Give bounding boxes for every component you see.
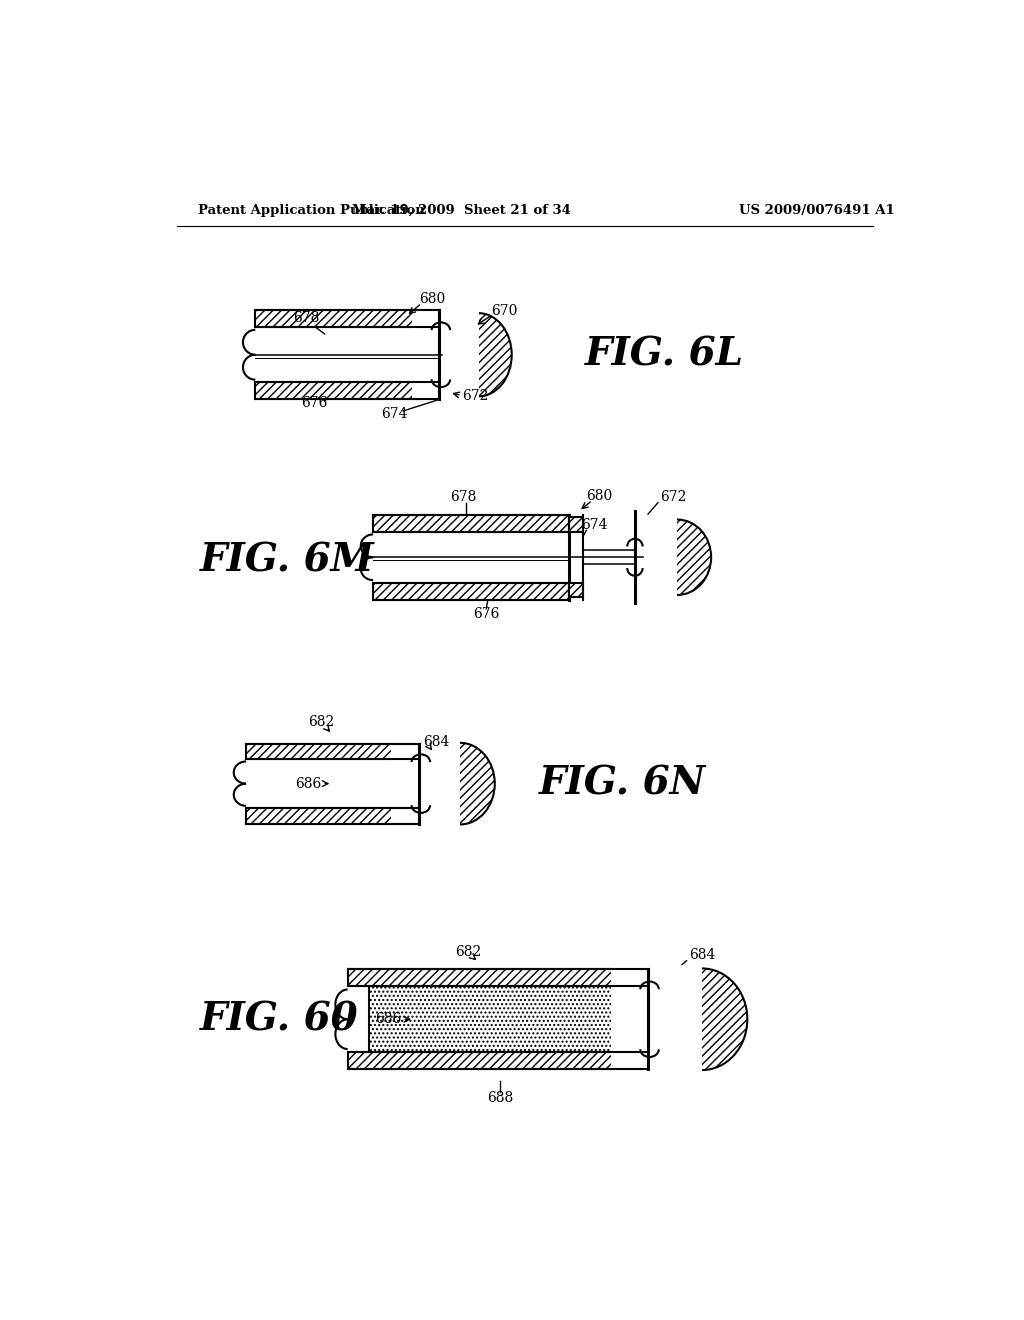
Text: 680: 680	[587, 488, 612, 503]
Text: 676: 676	[473, 607, 500, 622]
Text: 678: 678	[293, 310, 319, 325]
Bar	[611, 965, 701, 1074]
Text: 672: 672	[462, 388, 488, 403]
Text: 686: 686	[295, 776, 322, 791]
Text: FIG. 6M: FIG. 6M	[200, 541, 375, 579]
Bar	[246, 808, 419, 824]
Text: 672: 672	[660, 490, 687, 504]
Bar	[373, 582, 569, 599]
Text: 674: 674	[581, 517, 607, 532]
Text: 670: 670	[490, 304, 517, 318]
Bar	[246, 743, 419, 759]
Text: 678: 678	[450, 490, 476, 504]
Text: 680: 680	[419, 292, 445, 306]
Text: 688: 688	[487, 1090, 513, 1105]
Text: 676: 676	[301, 396, 327, 411]
Ellipse shape	[656, 969, 748, 1071]
Bar	[391, 739, 460, 829]
Text: 682: 682	[308, 715, 335, 729]
Text: FIG. 6L: FIG. 6L	[585, 335, 743, 374]
Text: 686: 686	[376, 1012, 401, 1026]
Bar	[255, 383, 438, 400]
Bar	[569, 582, 584, 598]
Bar	[609, 516, 677, 599]
Ellipse shape	[425, 743, 495, 825]
Bar	[348, 1052, 648, 1069]
Bar	[373, 515, 569, 532]
Text: 684: 684	[689, 948, 716, 962]
Ellipse shape	[445, 313, 512, 396]
Text: FIG. 60: FIG. 60	[200, 1001, 358, 1039]
Bar	[413, 309, 478, 400]
Bar	[370, 986, 648, 1052]
Ellipse shape	[643, 520, 711, 595]
Text: Patent Application Publication: Patent Application Publication	[199, 205, 425, 218]
Bar	[255, 310, 438, 327]
Text: 674: 674	[381, 407, 408, 421]
Text: Mar. 19, 2009  Sheet 21 of 34: Mar. 19, 2009 Sheet 21 of 34	[352, 205, 571, 218]
Text: US 2009/0076491 A1: US 2009/0076491 A1	[739, 205, 895, 218]
Text: FIG. 6N: FIG. 6N	[539, 764, 706, 803]
Text: 682: 682	[455, 945, 481, 958]
Bar	[569, 517, 584, 532]
Bar	[348, 969, 648, 986]
Text: 684: 684	[423, 735, 450, 748]
